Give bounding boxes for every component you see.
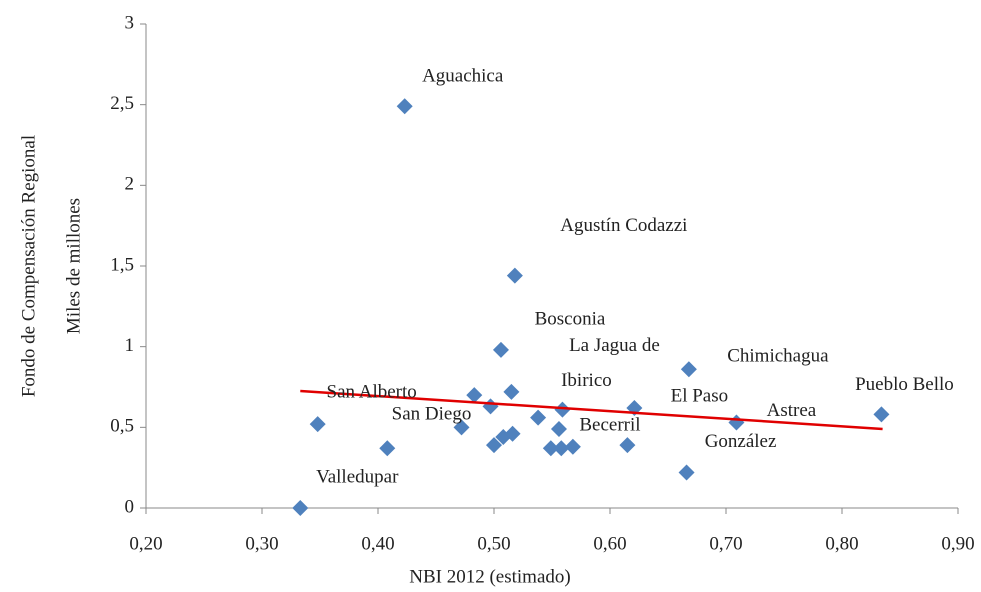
x-tick-label: 0,20 [129,533,162,554]
point [453,419,470,436]
y-tick-label: 2 [125,174,135,195]
point [482,398,499,415]
point [396,98,413,115]
point [486,437,502,454]
point-label: Astrea [767,400,817,421]
point-label: Bosconia [535,308,606,329]
x-tick-label: 0,60 [593,533,626,554]
point [873,406,890,423]
point [553,440,570,457]
point [292,500,309,516]
x-tick-label: 0,30 [245,533,278,554]
point-label: González [705,431,777,452]
point [550,420,567,437]
x-tick-label: 0,80 [825,533,858,554]
point [678,464,695,481]
x-axis-title: NBI 2012 (estimado) [409,566,570,587]
trendline [300,389,883,431]
point-label: Agustín Codazzi [560,215,687,236]
point-label: Aguachica [422,66,504,87]
y-tick-label: 3 [125,12,135,33]
x-tick-label: 0,90 [941,533,974,554]
y-tick-label: 1,5 [110,254,134,275]
point [309,416,326,433]
x-tick-label: 0,70 [709,533,742,554]
point-label: Chimichagua [727,346,829,367]
y-tick-label: 0 [125,496,135,517]
point-label: El Paso [671,385,729,406]
point [504,425,521,442]
point [680,361,697,378]
y-axis-subtitle: Miles de millones [63,198,84,334]
point [492,341,509,358]
point [619,437,636,454]
point [379,440,396,457]
y-tick-label: 0,5 [110,416,134,437]
point-label: Ibirico [561,370,612,391]
y-tick-label: 2,5 [110,93,134,114]
point [728,414,745,431]
point [503,383,520,400]
point [506,267,523,284]
x-tick-label: 0,40 [361,533,394,554]
point [554,401,571,418]
x-tick-label: 0,50 [477,533,510,554]
y-axis-title: Fondo de Compensación Regional [18,135,39,397]
point-label: Valledupar [316,466,399,487]
point-label: San Diego [392,404,472,425]
point-label: Pueblo Bello [855,374,954,395]
point [466,387,483,404]
point-label: Becerril [579,414,640,435]
point [564,438,581,455]
point [542,440,559,457]
point-label: San Alberto [327,381,417,402]
y-tick-label: 1 [125,335,135,356]
point [530,409,547,426]
point-label: La Jagua de [569,335,660,356]
